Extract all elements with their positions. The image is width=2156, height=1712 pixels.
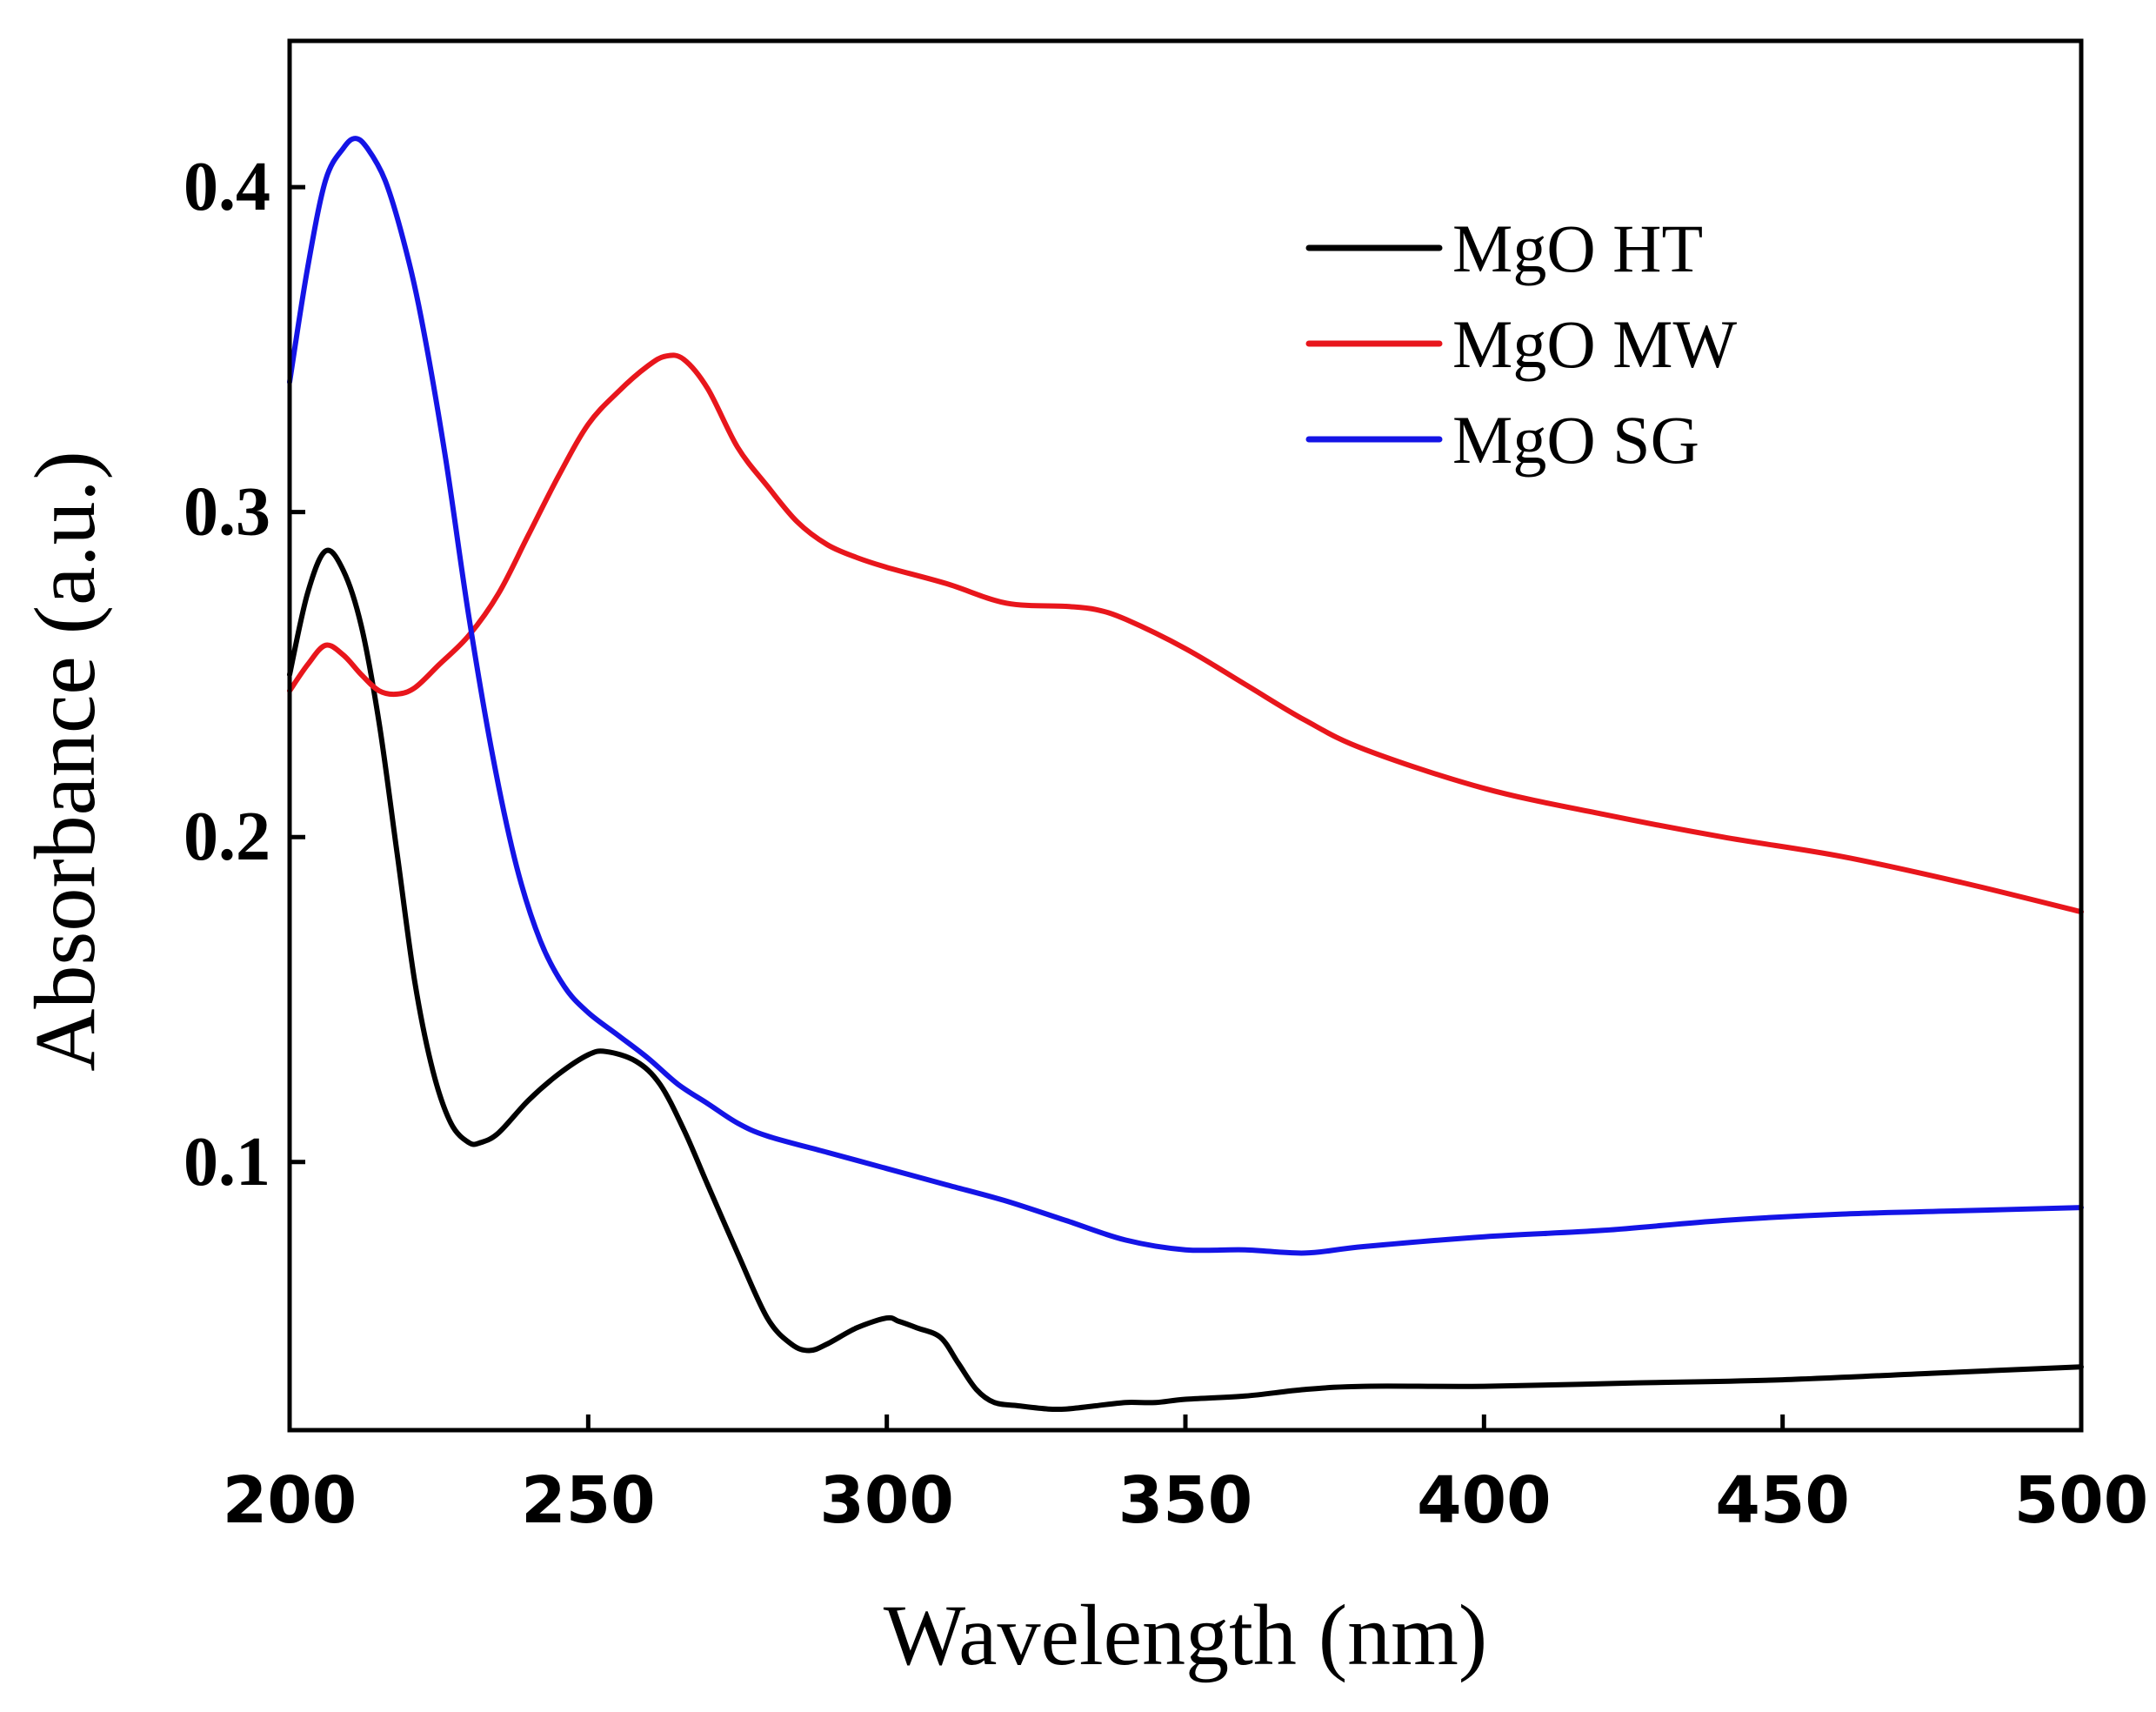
legend-label: MgO SG: [1452, 402, 1699, 478]
legend-label: MgO MW: [1452, 306, 1738, 382]
y-tick-label: 0.1: [184, 1124, 270, 1200]
x-tick-label: 500: [2014, 1463, 2148, 1538]
legend: MgO HT MgO MW MgO SG: [1305, 211, 1738, 478]
x-tick-label: 400: [1417, 1463, 1551, 1538]
x-tick-label: 300: [819, 1463, 953, 1538]
y-tick-label: 0.4: [184, 149, 270, 225]
legend-label: MgO HT: [1452, 211, 1703, 286]
x-axis-title: Wavelength (nm): [884, 1587, 1487, 1683]
axis-layer: 200 250 300 350 400 450 500 0.1 0.2 0.3 0.4: [184, 149, 2148, 1538]
x-tick-label: 450: [1715, 1463, 1849, 1538]
series-line-mgo-mw: [287, 352, 2084, 915]
x-tick-label: 250: [521, 1463, 655, 1538]
y-axis-title: Absorbance (a.u.): [17, 451, 113, 1072]
plot-area-frame: [287, 38, 2084, 1433]
series-layer: [287, 136, 2084, 1413]
y-tick-label: 0.3: [184, 474, 270, 551]
y-tick-label: 0.2: [184, 799, 270, 875]
x-tick-label: 350: [1118, 1463, 1252, 1538]
series-line-mgo-ht: [287, 547, 2084, 1413]
series-line-mgo-sg: [287, 136, 2084, 1256]
x-tick-label: 200: [223, 1463, 357, 1538]
